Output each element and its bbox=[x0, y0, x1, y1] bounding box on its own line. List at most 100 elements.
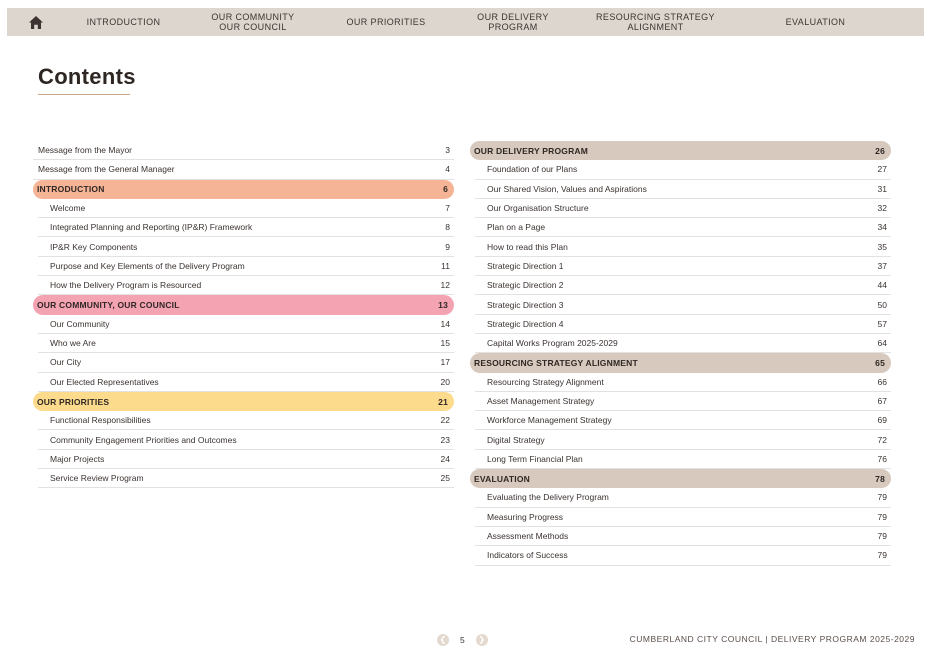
toc-entry-our-organisation-structure[interactable]: Our Organisation Structure 32 bbox=[475, 199, 891, 219]
toc-entry-how-to-read-this-plan[interactable]: How to read this Plan 35 bbox=[475, 237, 891, 257]
toc-entry-our-city[interactable]: Our City 17 bbox=[38, 353, 454, 373]
toc-page-number: 13 bbox=[438, 300, 448, 311]
toc-section-evaluation[interactable]: EVALUATION 78 bbox=[470, 469, 891, 489]
home-button[interactable] bbox=[7, 8, 65, 36]
toc-label: Asset Management Strategy bbox=[487, 396, 595, 406]
chevron-right-icon[interactable]: ❯ bbox=[475, 634, 488, 646]
nav-our-priorities[interactable]: OUR PRIORITIES bbox=[346, 17, 426, 27]
toc-entry-welcome[interactable]: Welcome 7 bbox=[38, 199, 454, 219]
toc-page-number: 44 bbox=[877, 280, 887, 291]
toc-label: RESOURCING STRATEGY ALIGNMENT bbox=[474, 357, 638, 368]
toc-entry-evaluating-the-delivery-program[interactable]: Evaluating the Delivery Program 79 bbox=[475, 488, 891, 508]
toc-page-number: 32 bbox=[877, 203, 887, 214]
toc-entry-plan-on-a-page[interactable]: Plan on a Page 34 bbox=[475, 218, 891, 238]
toc-page-number: 79 bbox=[877, 511, 887, 522]
toc-entry-strategic-direction-4[interactable]: Strategic Direction 4 57 bbox=[475, 315, 891, 334]
toc-entry-capital-works-program-2025-2029[interactable]: Capital Works Program 2025-2029 64 bbox=[475, 334, 891, 354]
toc-label: Functional Responsibilities bbox=[50, 415, 151, 426]
toc-label: Resourcing Strategy Alignment bbox=[487, 376, 604, 387]
toc-section-our-priorities[interactable]: OUR PRIORITIES 21 bbox=[33, 391, 454, 412]
toc-section-resourcing-strategy-alignment[interactable]: RESOURCING STRATEGY ALIGNMENT 65 bbox=[470, 353, 891, 373]
toc-page-number: 64 bbox=[877, 338, 887, 349]
toc-page-number: 3 bbox=[445, 145, 450, 156]
toc-label: Evaluating the Delivery Program bbox=[487, 492, 609, 503]
toc-page-number: 23 bbox=[440, 434, 450, 445]
nav-introduction[interactable]: INTRODUCTION bbox=[86, 17, 161, 27]
toc-label: EVALUATION bbox=[474, 473, 530, 484]
toc-entry-message-from-the-general-manager[interactable]: Message from the General Manager 4 bbox=[33, 160, 454, 180]
toc-entry-our-community[interactable]: Our Community 14 bbox=[38, 315, 454, 334]
toc-page-number: 31 bbox=[877, 183, 887, 194]
toc-label: How to read this Plan bbox=[487, 241, 568, 252]
toc-label: OUR DELIVERY PROGRAM bbox=[474, 145, 589, 156]
toc-section-our-delivery-program[interactable]: OUR DELIVERY PROGRAM 26 bbox=[470, 141, 891, 161]
toc-left-column: Message from the Mayor 3 Message from the … bbox=[33, 141, 454, 489]
footer-document-title: CUMBERLAND CITY COUNCIL | DELIVERY PROGR… bbox=[629, 634, 915, 644]
toc-label: Who we Are bbox=[50, 338, 96, 349]
toc-entry-who-we-are[interactable]: Who we Are 15 bbox=[38, 334, 454, 354]
toc-page-number: 26 bbox=[875, 145, 885, 156]
toc-entry-resourcing-strategy-alignment[interactable]: Resourcing Strategy Alignment 66 bbox=[475, 373, 891, 392]
toc-label: How the Delivery Program is Resourced bbox=[50, 280, 202, 291]
toc-entry-our-elected-representatives[interactable]: Our Elected Representatives 20 bbox=[38, 373, 454, 392]
toc-page-number: 20 bbox=[440, 376, 450, 387]
toc-label: Message from the General Manager bbox=[38, 164, 175, 175]
toc-entry-how-the-delivery-program-is-resourced[interactable]: How the Delivery Program is Resourced 12 bbox=[38, 276, 454, 296]
toc-entry-measuring-progress[interactable]: Measuring Progress 79 bbox=[475, 508, 891, 527]
toc-entry-our-shared-vision-values-and-aspirations[interactable]: Our Shared Vision, Values and Aspiration… bbox=[475, 180, 891, 199]
toc-entry-major-projects[interactable]: Major Projects 24 bbox=[38, 450, 454, 470]
toc-entry-asset-management-strategy[interactable]: Asset Management Strategy 67 bbox=[475, 392, 891, 412]
toc-right-column: OUR DELIVERY PROGRAM 26 Foundation of our … bbox=[470, 141, 891, 566]
toc-label: Digital Strategy bbox=[487, 434, 545, 445]
nav-evaluation[interactable]: EVALUATION bbox=[785, 17, 846, 27]
toc-page-number: 50 bbox=[877, 299, 887, 310]
toc-entry-strategic-direction-2[interactable]: Strategic Direction 2 44 bbox=[475, 276, 891, 296]
toc-page-number: 24 bbox=[440, 453, 450, 464]
toc-page-number: 79 bbox=[877, 531, 887, 542]
toc-page-number: 67 bbox=[877, 396, 887, 406]
nav-our-delivery-program[interactable]: OUR DELIVERY PROGRAM bbox=[477, 12, 549, 32]
toc-page-number: 6 bbox=[443, 184, 448, 195]
toc-label: Major Projects bbox=[50, 453, 105, 464]
page-navigation: ❮ 5 ❯ bbox=[437, 634, 488, 646]
toc-entry-functional-responsibilities[interactable]: Functional Responsibilities 22 bbox=[38, 411, 454, 431]
toc-entry-long-term-financial-plan[interactable]: Long Term Financial Plan 76 bbox=[475, 450, 891, 470]
toc-entry-community-engagement-priorities-and-outcomes[interactable]: Community Engagement Priorities and Outc… bbox=[38, 430, 454, 450]
toc-section-our-community-our-council[interactable]: OUR COMMUNITY, OUR COUNCIL 13 bbox=[33, 295, 454, 315]
toc-entry-assessment-methods[interactable]: Assessment Methods 79 bbox=[475, 527, 891, 547]
toc-entry-strategic-direction-1[interactable]: Strategic Direction 1 37 bbox=[475, 257, 891, 277]
toc-label: Our Shared Vision, Values and Aspiration… bbox=[487, 183, 647, 194]
toc-label: Integrated Planning and Reporting (IP&R)… bbox=[50, 222, 253, 233]
toc-entry-service-review-program[interactable]: Service Review Program 25 bbox=[38, 469, 454, 489]
toc-label: Strategic Direction 2 bbox=[487, 280, 564, 291]
nav-our-community-our-council[interactable]: OUR COMMUNITY OUR COUNCIL bbox=[211, 12, 295, 32]
nav-resourcing-strategy-alignment[interactable]: RESOURCING STRATEGY ALIGNMENT bbox=[596, 12, 715, 32]
toc-label: Strategic Direction 1 bbox=[487, 260, 564, 271]
toc-entry-purpose-and-key-elements-of-the-delivery-program[interactable]: Purpose and Key Elements of the Delivery… bbox=[38, 257, 454, 277]
chevron-left-icon[interactable]: ❮ bbox=[437, 634, 449, 646]
toc-entry-integrated-planning-and-reporting-ip-r-framework[interactable]: Integrated Planning and Reporting (IP&R)… bbox=[38, 218, 454, 238]
toc-entry-digital-strategy[interactable]: Digital Strategy 72 bbox=[475, 430, 891, 450]
toc-entry-ip-r-key-components[interactable]: IP&R Key Components 9 bbox=[38, 237, 454, 257]
toc-page-number: 79 bbox=[877, 550, 887, 561]
toc-entry-message-from-the-mayor[interactable]: Message from the Mayor 3 bbox=[33, 141, 454, 161]
toc-page-number: 12 bbox=[440, 280, 450, 291]
toc-page-number: 72 bbox=[877, 434, 887, 445]
toc-label: Welcome bbox=[50, 203, 86, 214]
toc-label: Purpose and Key Elements of the Delivery… bbox=[50, 260, 245, 271]
toc-label: OUR COMMUNITY, OUR COUNCIL bbox=[37, 300, 180, 311]
page-number: 5 bbox=[460, 635, 465, 645]
toc-page-number: 7 bbox=[445, 203, 450, 214]
toc-page-number: 69 bbox=[877, 415, 887, 426]
toc-section-introduction[interactable]: INTRODUCTION 6 bbox=[33, 179, 454, 199]
toc-page-number: 34 bbox=[877, 222, 887, 233]
toc-label: Community Engagement Priorities and Outc… bbox=[50, 434, 237, 445]
toc-label: Long Term Financial Plan bbox=[487, 453, 583, 464]
toc-entry-foundation-of-our-plans[interactable]: Foundation of our Plans 27 bbox=[475, 160, 891, 180]
toc-label: Service Review Program bbox=[50, 473, 144, 484]
toc-page-number: 8 bbox=[445, 222, 450, 233]
toc-label: Workforce Management Strategy bbox=[487, 415, 612, 426]
toc-entry-indicators-of-success[interactable]: Indicators of Success 79 bbox=[475, 546, 891, 566]
toc-entry-workforce-management-strategy[interactable]: Workforce Management Strategy 69 bbox=[475, 411, 891, 431]
toc-entry-strategic-direction-3[interactable]: Strategic Direction 3 50 bbox=[475, 295, 891, 315]
